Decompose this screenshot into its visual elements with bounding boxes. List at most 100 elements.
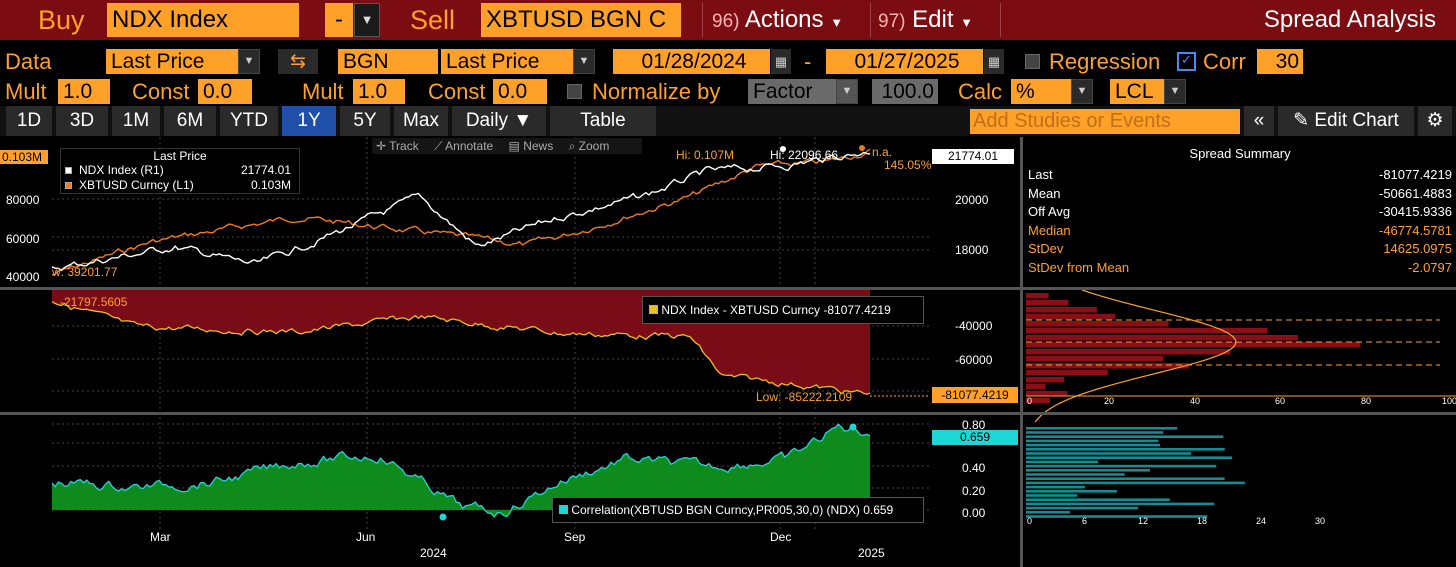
edit-menu[interactable]: 97) Edit ▼ [878, 0, 973, 43]
tab-1y[interactable]: 1Y [282, 106, 336, 136]
mult-label: Mult [5, 79, 47, 104]
source-field[interactable]: BGN [338, 49, 438, 74]
frequency-select[interactable]: Daily ▼ [452, 106, 546, 136]
calc-select[interactable]: % [1011, 79, 1071, 104]
sell-field-dropdown[interactable]: ▼ [573, 49, 595, 74]
tab-1d[interactable]: 1D [6, 106, 52, 136]
news-button[interactable]: ▤ News [508, 139, 554, 153]
histogram-bar [1026, 328, 1268, 334]
actions-menu[interactable]: 96) Actions ▼ [712, 0, 843, 43]
tab-5y[interactable]: 5Y [340, 106, 390, 136]
buy-const-field[interactable]: 0.0 [198, 79, 252, 104]
corr-checkbox[interactable]: ✓ [1177, 52, 1196, 71]
panel-divider[interactable] [1020, 137, 1023, 567]
track-button[interactable]: ✛ Track [376, 139, 419, 153]
currency-select[interactable]: LCL [1110, 79, 1164, 104]
buy-sell-operator[interactable]: - [325, 3, 353, 37]
regression-label: Regression [1049, 49, 1161, 74]
histogram-bar [1026, 473, 1125, 476]
sell-mult-field[interactable]: 1.0 [353, 79, 405, 104]
corr-window-field[interactable]: 30 [1257, 49, 1303, 74]
left-axis-tick: 40000 [6, 270, 40, 284]
tab-6m[interactable]: 6M [164, 106, 216, 136]
buy-ticker-field[interactable]: NDX Index [107, 3, 299, 37]
histogram-bar [1026, 427, 1178, 430]
histogram-bar [1026, 506, 1139, 510]
corr-hist-axis: 0 6 12 18 24 30 [1024, 516, 1456, 528]
tab-max[interactable]: Max [394, 106, 448, 136]
start-date-field[interactable]: 01/28/2024 [613, 49, 770, 74]
spread-hist-axis: 0 20 40 60 80 100 [1024, 396, 1456, 408]
calendar-icon[interactable]: ▦ [771, 49, 791, 74]
data-label: Data [5, 49, 52, 74]
corr-axis-tick: 0.40 [962, 461, 986, 475]
price-legend[interactable]: Last Price NDX Index (R1) 21774.01 XBTUS… [60, 148, 300, 194]
spread-axis-tick: -40000 [955, 319, 993, 333]
histogram-bar [1026, 377, 1065, 383]
legend-item-ndx: NDX Index (R1) 21774.01 [61, 163, 299, 178]
edit-menu-label: Edit [912, 6, 954, 33]
spread-low-label: Low: -85222.2109 [756, 390, 853, 404]
gear-icon[interactable]: ⚙ [1418, 106, 1452, 136]
buy-mult-field[interactable]: 1.0 [58, 79, 110, 104]
divider [702, 3, 703, 37]
const-label: Const [428, 79, 486, 104]
histogram-bar [1026, 431, 1164, 434]
normalize-checkbox[interactable] [567, 84, 582, 99]
hist-tick: 0 [1027, 396, 1033, 406]
summary-key: StDev [1028, 241, 1064, 256]
hist-tick: 20 [1104, 396, 1115, 406]
factor-field[interactable]: 100.0 [872, 79, 938, 104]
operator-dropdown[interactable]: ▼ [354, 3, 380, 37]
correlation-area [52, 424, 870, 517]
news-label: News [523, 139, 554, 153]
mult-label: Mult [302, 79, 344, 104]
panel-divider[interactable] [0, 287, 1456, 290]
high-marker [849, 423, 857, 431]
histogram-bar [1026, 363, 1190, 369]
hist-tick: 100 [1442, 396, 1456, 406]
add-studies-input[interactable]: Add Studies or Events [970, 109, 1240, 134]
hist-tick: 0 [1027, 516, 1033, 526]
tab-ytd[interactable]: YTD [220, 106, 278, 136]
calc-dropdown[interactable]: ▼ [1071, 79, 1093, 104]
corr-axis-tick: 0.80 [962, 418, 986, 432]
histogram-bar [1026, 490, 1117, 493]
panel-divider[interactable] [0, 412, 1456, 415]
left-axis-current: 0.103M [0, 150, 48, 164]
buy-field-select[interactable]: Last Price [106, 49, 238, 74]
summary-key: StDev from Mean [1028, 259, 1130, 275]
collapse-icon[interactable]: « [1244, 106, 1274, 136]
sell-const-field[interactable]: 0.0 [493, 79, 547, 104]
end-date-field[interactable]: 01/27/2025 [826, 49, 983, 74]
table-button[interactable]: Table [550, 106, 656, 136]
normalize-dropdown[interactable]: ▼ [836, 79, 858, 104]
currency-dropdown[interactable]: ▼ [1164, 79, 1186, 104]
sell-field-select[interactable]: Last Price [441, 49, 573, 74]
summary-title: Spread Summary [1189, 146, 1291, 161]
spread-swatch [649, 305, 658, 314]
histogram-bar [1026, 293, 1049, 299]
edit-chart-button[interactable]: ✎ Edit Chart [1278, 106, 1414, 136]
chart-canvas[interactable] [0, 137, 1456, 567]
swap-icon[interactable]: ⇆ [278, 49, 318, 74]
normalize-select[interactable]: Factor [748, 79, 836, 104]
sell-ticker-field[interactable]: XBTUSD BGN C [481, 3, 681, 37]
tab-1m[interactable]: 1M [112, 106, 160, 136]
spread-legend[interactable]: NDX Index - XBTUSD Curncy -81077.4219 [642, 296, 924, 324]
calendar-icon[interactable]: ▦ [984, 49, 1004, 74]
histogram-bar [1026, 448, 1225, 451]
actions-menu-number: 96) [712, 11, 740, 32]
date-range-dash: - [804, 49, 812, 74]
zoom-button[interactable]: ⌕ Zoom [568, 139, 610, 153]
buy-field-dropdown[interactable]: ▼ [238, 49, 260, 74]
na-label: n.a. [872, 145, 893, 159]
tab-3d[interactable]: 3D [56, 106, 108, 136]
x-axis-month: Dec [770, 530, 792, 544]
regression-checkbox[interactable] [1025, 54, 1040, 69]
histogram-bar [1026, 443, 1161, 447]
annotate-button[interactable]: ⟋ Annotate [434, 139, 494, 153]
histogram-bar [1026, 391, 1068, 397]
hist-tick: 18 [1197, 516, 1208, 526]
corr-legend[interactable]: Correlation(XBTUSD BGN Curncy,PR005,30,0… [552, 497, 924, 523]
